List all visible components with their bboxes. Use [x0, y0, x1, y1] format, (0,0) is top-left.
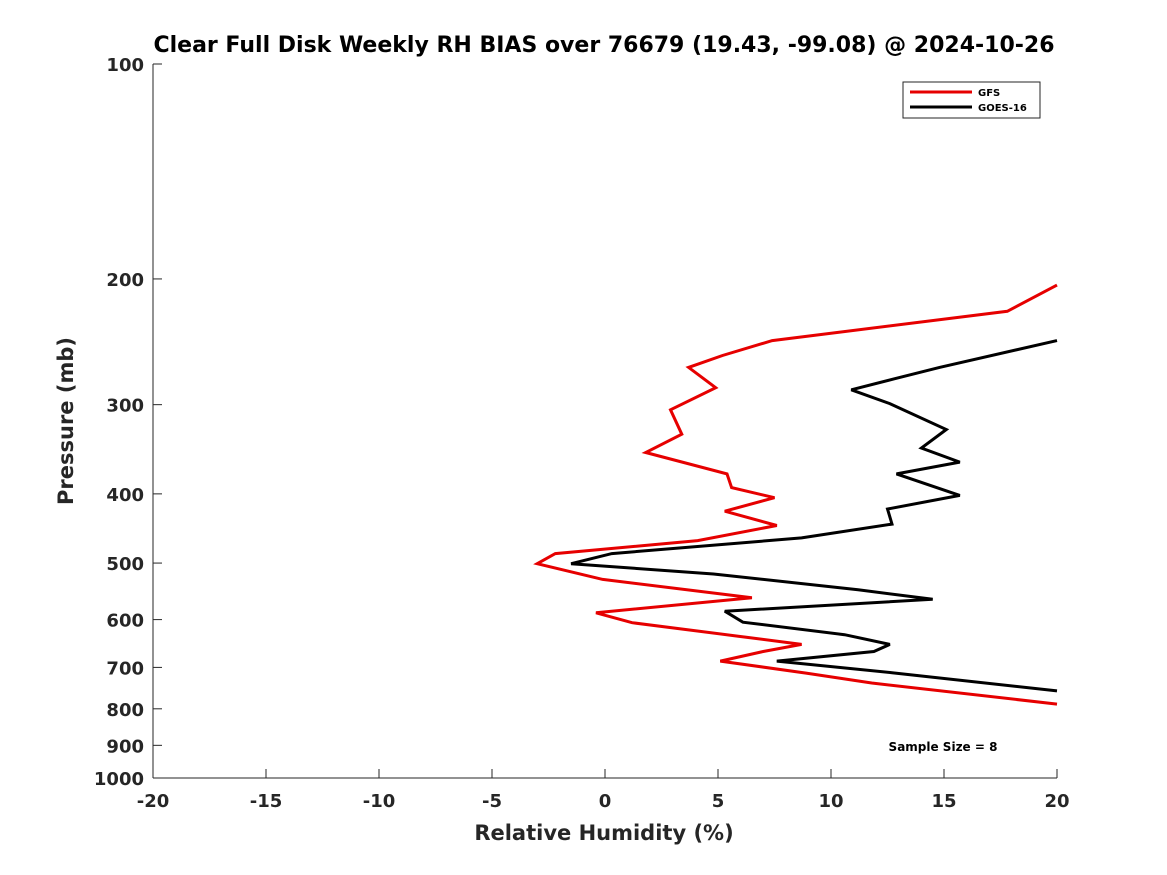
- y-tick-label: 700: [106, 658, 144, 679]
- x-tick-label: 0: [599, 791, 612, 812]
- x-tick-label: -10: [363, 791, 396, 812]
- sample-size-annotation: Sample Size = 8: [889, 740, 998, 754]
- series-line-gfs: [533, 283, 1058, 706]
- legend: GFS GOES-16: [902, 81, 1041, 119]
- y-tick-label: 1000: [94, 769, 144, 790]
- legend-box: [902, 81, 1041, 119]
- series-line-goes16: [570, 339, 1058, 693]
- y-ticks: 100 200 300 400 500 600 700 800 900 1000: [94, 55, 162, 790]
- x-tick-label: 15: [931, 791, 956, 812]
- x-tick-label: 20: [1044, 791, 1069, 812]
- y-tick-label: 200: [106, 270, 144, 291]
- x-tick-label: -15: [250, 791, 283, 812]
- x-tick-label: -5: [482, 791, 502, 812]
- legend-label-goes16: GOES-16: [978, 103, 1027, 114]
- y-tick-label: 600: [106, 611, 144, 632]
- x-ticks: -20 -15 -10 -5 0 5 10 15 20: [137, 769, 1070, 812]
- legend-label-gfs: GFS: [978, 88, 1000, 99]
- y-tick-label: 900: [106, 736, 144, 757]
- x-axis-label: Relative Humidity (%): [474, 821, 733, 845]
- x-tick-label: 5: [712, 791, 725, 812]
- plot-area: [153, 64, 1057, 778]
- y-tick-label: 500: [106, 554, 144, 575]
- x-tick-label: -20: [137, 791, 170, 812]
- y-tick-label: 100: [106, 55, 144, 76]
- y-tick-label: 800: [106, 700, 144, 721]
- y-axis-label: Pressure (mb): [54, 337, 78, 505]
- series-layer: [533, 283, 1058, 706]
- y-tick-label: 400: [106, 485, 144, 506]
- chart-title: Clear Full Disk Weekly RH BIAS over 7667…: [153, 33, 1054, 58]
- y-tick-label: 300: [106, 396, 144, 417]
- x-tick-label: 10: [818, 791, 843, 812]
